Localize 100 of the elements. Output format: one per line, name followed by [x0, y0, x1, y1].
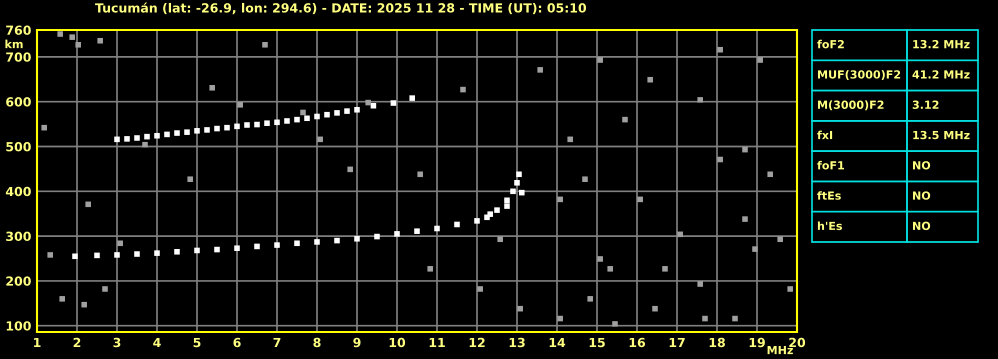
text: MUF(3000)F2 [818, 70, 900, 80]
point [434, 226, 440, 232]
y-tick-label: 200 [6, 276, 31, 286]
point [214, 246, 220, 252]
x-tick-label: 7 [273, 338, 280, 348]
point [557, 316, 563, 322]
point [59, 296, 65, 302]
point [394, 231, 400, 237]
point [174, 249, 180, 255]
point [717, 156, 723, 162]
x-tick-label: 19 [750, 338, 765, 348]
point [567, 136, 573, 142]
x-axis-title: MHz [768, 346, 793, 354]
point [47, 252, 53, 258]
point [114, 136, 120, 142]
point [427, 266, 433, 272]
point [284, 118, 290, 124]
point [516, 172, 522, 178]
text: foF1 [817, 160, 844, 170]
text: 13.5 MHz [913, 130, 970, 140]
point [134, 135, 140, 141]
point [607, 266, 613, 272]
text: NO [913, 222, 930, 230]
point [85, 202, 91, 208]
point [117, 240, 123, 246]
point [417, 172, 423, 178]
point [72, 254, 78, 260]
point [142, 142, 148, 148]
text: fxI [817, 130, 832, 140]
chart-title: Tucumán (lat: -26.9, lon: 294.6) - DATE: 2025 11 28 - TIME (UT): 05:10 [95, 2, 586, 14]
point [742, 146, 748, 152]
point [69, 34, 75, 40]
x-tick-label: 8 [313, 338, 321, 348]
point [742, 216, 748, 222]
x-tick-label: 4 [153, 338, 161, 348]
point [414, 228, 420, 234]
text: h'Es [818, 221, 842, 230]
y-tick-label: 600 [6, 97, 31, 107]
x-tick-label: 9 [353, 338, 361, 348]
point [174, 130, 180, 136]
point [81, 302, 87, 308]
y-tick-label: 400 [6, 186, 31, 196]
point [314, 239, 320, 245]
text: 13.2 MHz [913, 40, 970, 48]
point [57, 31, 63, 37]
point [134, 251, 140, 257]
point [237, 102, 243, 108]
y-tick-label: 300 [6, 232, 31, 242]
point [75, 42, 81, 48]
point [477, 286, 483, 292]
y-tick-label: 760 [6, 25, 31, 35]
point [647, 76, 653, 83]
x-tick-label: 2 [74, 338, 80, 348]
point [244, 122, 250, 128]
point [777, 236, 783, 242]
x-tick-label: 16 [630, 338, 646, 348]
text: 41.2 MHz [912, 70, 970, 78]
point [514, 180, 520, 186]
point [517, 306, 523, 312]
point [187, 176, 193, 182]
point [460, 86, 466, 92]
point [622, 116, 628, 122]
point [697, 97, 703, 103]
point [702, 316, 708, 322]
point [184, 129, 190, 135]
x-tick-label: 6 [233, 338, 241, 348]
point [697, 281, 703, 287]
point [194, 128, 200, 134]
text: NO [913, 191, 930, 200]
point [757, 57, 763, 63]
point [234, 245, 240, 251]
x-tick-label: 1 [34, 338, 40, 348]
point [264, 120, 270, 126]
text: ftEs [817, 191, 841, 200]
point [154, 132, 160, 139]
point [752, 246, 758, 252]
x-tick-label: 14 [550, 338, 566, 348]
point [114, 252, 120, 258]
point [597, 256, 603, 262]
point [497, 236, 503, 242]
point [662, 266, 668, 272]
point [487, 211, 493, 217]
point [344, 108, 350, 114]
point [194, 248, 200, 254]
point [274, 242, 280, 248]
x-tick-label: 15 [590, 338, 605, 348]
point [557, 196, 563, 202]
point [510, 188, 516, 194]
point [41, 124, 47, 130]
point [787, 286, 793, 292]
y-tick-label: 500 [6, 142, 31, 152]
point [294, 240, 300, 246]
point [637, 196, 643, 202]
point [370, 102, 376, 108]
x-tick-label: 13 [510, 338, 525, 348]
text: foF2 [817, 40, 844, 48]
point [494, 207, 500, 213]
point [365, 100, 371, 106]
point [324, 112, 330, 118]
text: NO [913, 161, 930, 170]
